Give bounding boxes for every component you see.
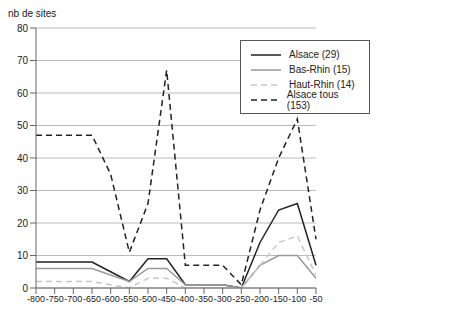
svg-text:-600: -600 xyxy=(102,294,120,304)
svg-text:-700: -700 xyxy=(64,294,82,304)
svg-text:80: 80 xyxy=(17,23,29,34)
svg-text:-450: -450 xyxy=(158,294,176,304)
svg-text:-650: -650 xyxy=(83,294,101,304)
svg-text:70: 70 xyxy=(17,55,29,66)
svg-text:-50: -50 xyxy=(309,294,322,304)
svg-text:-250: -250 xyxy=(232,294,250,304)
svg-text:40: 40 xyxy=(17,153,29,164)
svg-text:30: 30 xyxy=(17,185,29,196)
svg-text:50: 50 xyxy=(17,120,29,131)
html-text:Haut-Rhin (14): Haut-Rhin (14) xyxy=(289,79,355,90)
svg-text:-400: -400 xyxy=(176,294,194,304)
svg-text:-200: -200 xyxy=(251,294,269,304)
svg-text:-550: -550 xyxy=(120,294,138,304)
html-text:Bas-Rhin (15): Bas-Rhin (15) xyxy=(289,64,351,75)
svg-text:-100: -100 xyxy=(288,294,306,304)
html-text:nb de sites: nb de sites xyxy=(8,8,57,19)
svg-text:-350: -350 xyxy=(195,294,213,304)
svg-text:-800: -800 xyxy=(27,294,45,304)
svg-text:-150: -150 xyxy=(270,294,288,304)
svg-text:-300: -300 xyxy=(214,294,232,304)
svg-text:60: 60 xyxy=(17,88,29,99)
svg-text:0: 0 xyxy=(22,283,28,294)
svg-text:-500: -500 xyxy=(139,294,157,304)
svg-text:-750: -750 xyxy=(46,294,64,304)
svg-text:10: 10 xyxy=(17,250,29,261)
html-text:Alsace tous (153): Alsace tous (153) xyxy=(286,88,339,111)
svg-text:20: 20 xyxy=(17,218,29,229)
html-text:Alsace (29): Alsace (29) xyxy=(289,49,340,60)
